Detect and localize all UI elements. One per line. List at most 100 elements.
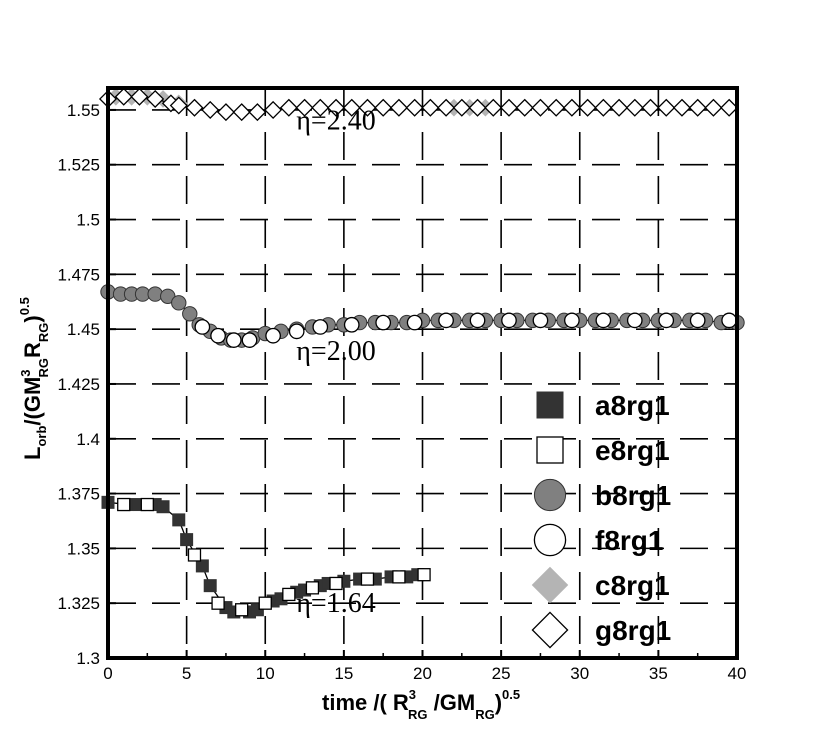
y-tick-label: 1.375 [57,485,100,504]
data-point [438,312,454,329]
data-point [232,103,251,122]
y-tick-label: 1.5 [76,211,100,230]
x-axis-label: time /( R3 RG /GMRG)0.5 [322,687,520,722]
data-point [641,98,660,117]
x-tick-label: 35 [649,664,668,683]
data-point [211,596,225,610]
y-axis-label: Lorb/(GM3 RGRRG)0.5 [17,297,51,460]
legend-label: c8rg1 [595,570,670,601]
x-tick-label: 25 [492,664,511,683]
data-point [282,587,296,602]
data-point [279,98,298,117]
data-point [547,98,566,117]
x-tick-label: 30 [570,664,589,683]
data-point [311,98,330,117]
annotations: η=2.40 η=2.00 η=1.64 [296,106,375,619]
annotation-label: η=2.40 [296,106,375,137]
data-point [392,570,406,584]
data-point [156,500,170,514]
data-point [657,98,676,117]
x-label-suffix: ) [495,690,502,715]
x-label-prefix: time /( R [322,690,409,715]
legend-item-c8rg1: c8rg1 [531,566,670,604]
data-point [258,596,272,610]
y-tick-label: 1.35 [67,539,100,558]
data-point [140,497,154,512]
data-point [210,327,226,344]
data-point [265,327,281,344]
legend-label: f8rg1 [595,525,663,556]
data-point [169,96,188,115]
data-point [594,98,613,117]
legend-item-e8rg1: e8rg1 [536,435,670,466]
series-layer [98,87,745,619]
data-point [405,98,424,117]
data-point [532,312,549,329]
legend-marker [531,566,569,604]
y-tick-label: 1.3 [76,649,100,668]
data-point [216,103,235,122]
y-label-sub2: RG [36,358,51,378]
x-label-sub1: RG [408,707,428,722]
data-point [417,568,431,582]
legend-item-g8rg1: g8rg1 [531,611,671,649]
data-point [117,497,131,512]
legend-item-b8rg1: b8rg1 [533,478,671,512]
data-point [288,323,305,340]
legend-item-f8rg1: f8rg1 [533,523,663,557]
data-point [499,98,519,117]
y-label-sub3: RG [36,323,51,343]
data-point [130,87,149,106]
data-point [114,87,133,106]
data-point [452,98,471,117]
data-point [375,314,392,331]
data-point [389,98,408,117]
x-tick-label: 40 [728,664,747,683]
annotation-label: η=2.00 [296,336,375,367]
legend-label: g8rg1 [595,615,671,646]
data-point [374,98,393,117]
data-point [704,98,723,117]
x-label-power: 0.5 [502,687,520,702]
data-point [295,98,314,117]
legend-label: a8rg1 [595,390,670,421]
data-point [195,559,209,573]
legend-marker [536,436,564,464]
y-label-sup: 3 [18,369,33,376]
legend-label: b8rg1 [595,480,671,511]
data-point [358,98,377,117]
y-label-mid2: R [20,342,45,358]
data-point [672,98,691,117]
data-point [720,98,739,117]
series-e8rg1 [117,497,431,617]
data-point [194,319,211,335]
data-point [531,98,550,117]
legend-marker [536,391,564,419]
data-point [626,312,643,329]
data-point [468,98,487,117]
data-point [329,576,343,591]
data-point [248,103,267,122]
data-point [326,98,346,117]
x-tick-label: 15 [334,664,353,683]
data-point [241,332,258,348]
series-b8rg1 [100,284,745,348]
data-point [658,312,675,329]
x-label-sup: 3 [409,687,416,702]
y-tick-label: 1.475 [57,265,100,284]
legend-item-a8rg1: a8rg1 [536,390,670,421]
data-point [625,98,644,117]
data-point [187,548,202,562]
data-point [147,286,163,302]
data-point [305,581,320,595]
y-tick-label: 1.425 [57,375,100,394]
x-tick-label: 20 [413,664,432,683]
annotation-label: η=1.64 [296,588,375,619]
data-point [595,312,612,329]
y-tick-label: 1.325 [57,594,100,613]
data-point [171,295,187,311]
data-point [437,98,456,117]
data-point [501,312,517,329]
y-label-sub1: orb [34,426,49,447]
